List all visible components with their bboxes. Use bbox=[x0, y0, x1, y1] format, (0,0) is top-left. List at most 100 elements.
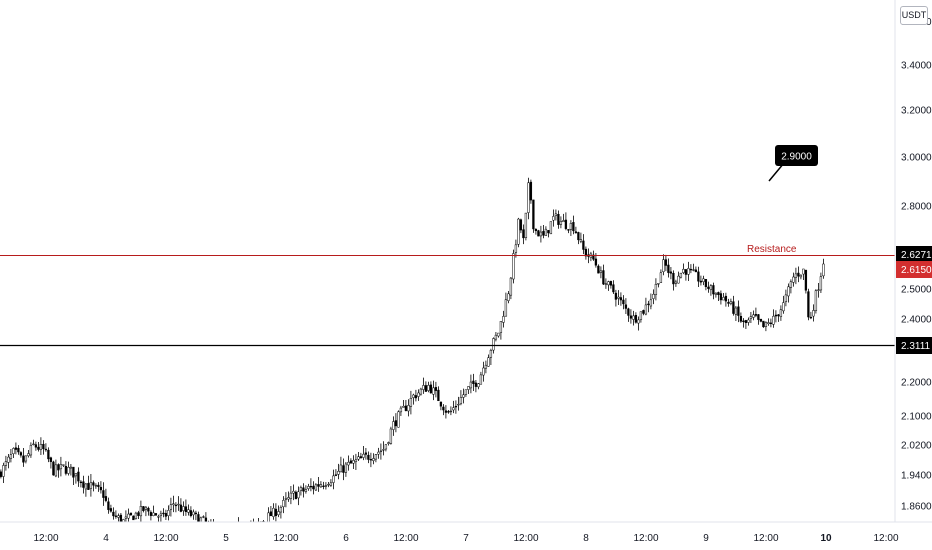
currency-selector[interactable]: USDT bbox=[900, 6, 928, 25]
candle bbox=[522, 224, 525, 245]
candle bbox=[612, 280, 615, 294]
candle bbox=[539, 225, 543, 243]
candle bbox=[537, 229, 540, 237]
candle bbox=[622, 295, 625, 310]
candle bbox=[682, 263, 685, 275]
candle bbox=[817, 282, 820, 298]
candle bbox=[0, 469, 3, 479]
candle bbox=[614, 289, 618, 307]
candle bbox=[97, 482, 100, 492]
candle bbox=[34, 441, 38, 451]
candle bbox=[782, 295, 785, 314]
price-tick-label: 1.8600 bbox=[901, 502, 932, 513]
candle bbox=[779, 305, 783, 321]
candle bbox=[404, 399, 408, 412]
candle bbox=[604, 278, 608, 289]
time-axis[interactable]: 12:00 4 12:00 5 12:00 6 12:00 7 12:00 8 12:00 9 12:0… bbox=[0, 521, 932, 550]
candle bbox=[402, 400, 405, 408]
candle bbox=[149, 510, 153, 521]
time-tick-label: 12:00 bbox=[633, 533, 658, 544]
candle bbox=[44, 443, 48, 452]
candle bbox=[22, 448, 25, 467]
candle bbox=[152, 505, 155, 517]
candle bbox=[319, 481, 323, 488]
candle bbox=[379, 443, 383, 460]
candle bbox=[314, 483, 318, 492]
candle bbox=[79, 480, 83, 488]
candle bbox=[677, 271, 680, 284]
candle bbox=[497, 332, 500, 338]
candle bbox=[457, 396, 460, 411]
candle bbox=[529, 179, 533, 204]
candle bbox=[189, 506, 193, 518]
candle bbox=[709, 284, 713, 296]
time-tick-label: 12:00 bbox=[513, 533, 538, 544]
candle bbox=[527, 177, 530, 220]
candle bbox=[582, 234, 585, 255]
target-callout[interactable]: 2.9000 bbox=[768, 145, 818, 182]
candle bbox=[112, 507, 115, 520]
candle bbox=[109, 504, 113, 513]
candle bbox=[4, 455, 8, 471]
candle bbox=[472, 373, 475, 392]
candle bbox=[719, 290, 723, 305]
candle bbox=[349, 458, 353, 464]
candle bbox=[124, 510, 128, 524]
time-tick-label: 12:00 bbox=[753, 533, 778, 544]
candle bbox=[384, 444, 388, 452]
candle bbox=[407, 399, 410, 417]
candle bbox=[144, 506, 148, 517]
candle bbox=[689, 264, 693, 274]
candle bbox=[344, 462, 348, 477]
price-tick-label: 2.8000 bbox=[901, 202, 932, 213]
candle bbox=[39, 437, 43, 455]
candle bbox=[464, 389, 468, 397]
candle bbox=[507, 290, 510, 304]
candle bbox=[577, 231, 580, 245]
candle bbox=[524, 212, 528, 241]
candle bbox=[24, 455, 28, 464]
price-tick-labels: 3.4000 3.2000 3.0000 2.8000 2.5000 2.4000 2.20… bbox=[901, 61, 932, 513]
candle bbox=[154, 513, 158, 516]
candle bbox=[512, 249, 515, 284]
candle bbox=[679, 272, 683, 279]
candle bbox=[482, 361, 485, 382]
candle bbox=[99, 481, 103, 494]
candle bbox=[784, 289, 788, 307]
candle bbox=[692, 263, 695, 272]
candle bbox=[429, 381, 433, 394]
candle bbox=[762, 320, 765, 328]
candle bbox=[699, 275, 703, 286]
callout-value: 2.9000 bbox=[781, 152, 812, 163]
candle bbox=[672, 270, 675, 291]
candle bbox=[287, 491, 290, 502]
candle bbox=[369, 452, 373, 468]
candle bbox=[374, 453, 378, 463]
candle bbox=[727, 298, 730, 307]
candle bbox=[812, 304, 815, 322]
time-tick-label: 12:00 bbox=[393, 533, 418, 544]
callout-box bbox=[775, 145, 818, 166]
candle bbox=[342, 458, 345, 481]
candle bbox=[769, 318, 773, 328]
candle bbox=[664, 254, 668, 272]
candle bbox=[277, 505, 280, 518]
candle bbox=[687, 261, 690, 282]
candle bbox=[27, 450, 30, 458]
candle bbox=[637, 316, 640, 331]
candle bbox=[139, 500, 143, 522]
price-axis[interactable]: 3.4000 3.2000 3.0000 2.8000 2.5000 2.4000 2.20… bbox=[894, 0, 932, 522]
candle bbox=[72, 466, 75, 486]
last-price-value: 2.6150 bbox=[901, 265, 932, 276]
candle bbox=[359, 452, 363, 459]
candle bbox=[127, 508, 130, 523]
candle bbox=[302, 483, 305, 498]
price-tick-label: 2.4000 bbox=[901, 315, 932, 326]
candle bbox=[777, 313, 780, 322]
candle bbox=[754, 307, 758, 318]
candle bbox=[647, 300, 650, 313]
candle bbox=[802, 268, 805, 280]
candle bbox=[634, 312, 638, 324]
candle bbox=[177, 496, 180, 511]
